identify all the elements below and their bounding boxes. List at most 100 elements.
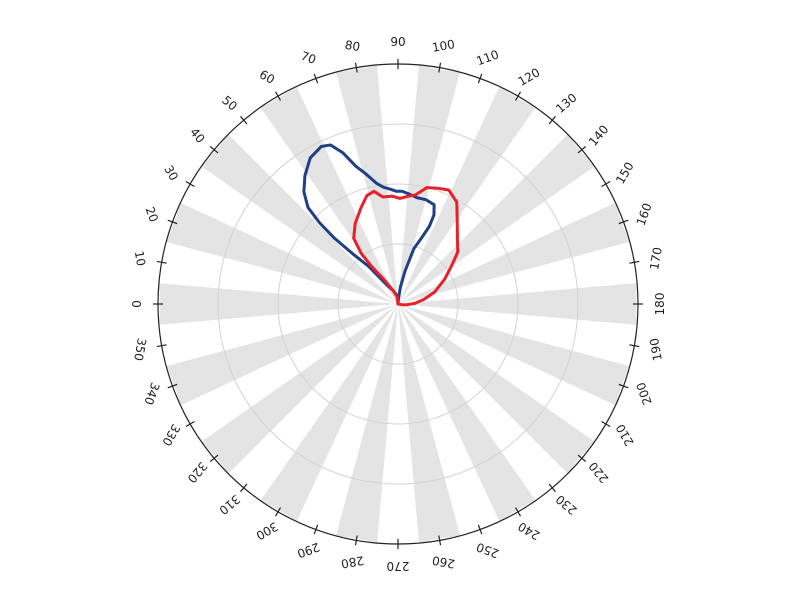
angular-tick-label: 280 xyxy=(340,553,365,571)
series-group xyxy=(302,143,460,307)
angular-tick-label: 350 xyxy=(131,337,149,362)
angular-tick-label: 150 xyxy=(613,160,637,187)
angular-tick xyxy=(156,344,167,348)
sector-shaded xyxy=(201,134,398,304)
angular-tick-label: 250 xyxy=(474,540,500,561)
angular-tick-label: 0 xyxy=(129,300,143,308)
angular-tick-label: 200 xyxy=(634,380,655,406)
angular-tick-label: 320 xyxy=(185,459,210,486)
angular-tick xyxy=(240,483,248,493)
angular-tick-label: 290 xyxy=(295,540,321,561)
angular-tick xyxy=(185,420,195,428)
angular-tick xyxy=(477,73,483,84)
angular-tick xyxy=(156,260,167,264)
sector-shaded xyxy=(260,304,398,522)
angular-tick xyxy=(548,115,556,125)
angular-tick-label: 230 xyxy=(553,492,580,517)
sector-plain xyxy=(398,72,500,305)
sector-shaded xyxy=(398,86,536,305)
angular-tick-label: 140 xyxy=(586,122,611,149)
angular-tick xyxy=(548,483,556,493)
angular-tick-label: 270 xyxy=(387,559,410,573)
angular-tick xyxy=(209,146,219,154)
angular-tick xyxy=(167,383,178,389)
sector-shaded xyxy=(398,304,536,522)
sector-shaded xyxy=(335,304,398,544)
angular-tick-label: 90 xyxy=(390,35,405,49)
angular-tick-label: 60 xyxy=(257,67,277,87)
sector-plain xyxy=(180,304,398,442)
angular-tick xyxy=(185,180,195,188)
angular-tick-label: 300 xyxy=(254,519,281,543)
angular-tick xyxy=(601,420,611,428)
series-line-1 xyxy=(302,143,436,306)
angular-tick-label: 160 xyxy=(634,201,655,227)
sector-shaded xyxy=(166,202,398,304)
angular-tick xyxy=(618,383,629,389)
sector-plain xyxy=(398,304,616,442)
sector-shaded xyxy=(398,64,461,304)
sector-plain xyxy=(398,304,568,501)
angular-ticks xyxy=(153,59,643,549)
angular-tick-label: 10 xyxy=(132,250,148,267)
angular-tick-label: 210 xyxy=(613,422,637,449)
angular-tick-label: 220 xyxy=(586,459,611,486)
background-sectors xyxy=(158,64,638,544)
sector-plain xyxy=(398,304,500,536)
angular-tick xyxy=(577,146,587,154)
grid-circle xyxy=(217,123,579,485)
angular-tick-label: 180 xyxy=(653,293,667,316)
sector-plain xyxy=(296,72,398,305)
sector-shaded xyxy=(335,64,398,304)
angular-tick-label: 100 xyxy=(431,37,456,55)
angular-tick-label: 310 xyxy=(216,492,243,517)
sector-plain xyxy=(158,241,398,304)
angular-tick xyxy=(167,219,178,225)
angular-tick xyxy=(514,507,522,517)
angular-tick-label: 20 xyxy=(143,205,161,224)
angular-tick-label: 110 xyxy=(474,47,500,68)
angular-tick-label: 190 xyxy=(647,337,665,362)
angular-tick xyxy=(601,180,611,188)
angular-tick xyxy=(354,62,358,73)
angular-tick xyxy=(274,507,282,517)
angular-tick xyxy=(629,344,640,348)
angular-tick xyxy=(438,62,442,73)
angular-tick xyxy=(477,524,483,535)
angular-tick-label: 40 xyxy=(187,125,208,146)
sector-shaded xyxy=(398,304,461,544)
angular-tick xyxy=(618,219,629,225)
sector-shaded xyxy=(166,304,398,406)
sector-plain xyxy=(398,304,638,367)
sector-plain xyxy=(180,166,398,304)
angular-tick-label: 120 xyxy=(516,65,543,89)
sector-shaded xyxy=(201,304,398,474)
angular-tick-label: 260 xyxy=(431,553,456,571)
angular-tick-label: 80 xyxy=(344,38,361,54)
series-line-2 xyxy=(352,186,460,307)
angular-tick xyxy=(274,91,282,101)
angular-tick-label: 240 xyxy=(516,519,543,543)
sector-plain xyxy=(398,166,616,304)
sector-shaded xyxy=(260,86,398,305)
angular-tick xyxy=(438,535,442,546)
angular-tick-label: 30 xyxy=(161,163,181,183)
sector-shaded xyxy=(398,304,630,406)
angular-tick-label: 50 xyxy=(219,93,240,114)
angular-tick xyxy=(313,73,319,84)
angular-tick-label: 330 xyxy=(159,422,183,449)
angular-tick xyxy=(354,535,358,546)
angular-tick xyxy=(514,91,522,101)
angular-tick xyxy=(577,454,587,462)
sector-plain xyxy=(398,107,568,305)
sector-shaded xyxy=(398,202,630,304)
angular-tick-label: 170 xyxy=(647,246,665,271)
angular-tick xyxy=(209,454,219,462)
sector-plain xyxy=(158,304,398,367)
grid-circle xyxy=(277,183,519,425)
sector-plain xyxy=(228,304,398,501)
sector-shaded xyxy=(398,134,595,304)
angular-tick xyxy=(629,260,640,264)
angular-tick-label: 70 xyxy=(299,49,318,67)
